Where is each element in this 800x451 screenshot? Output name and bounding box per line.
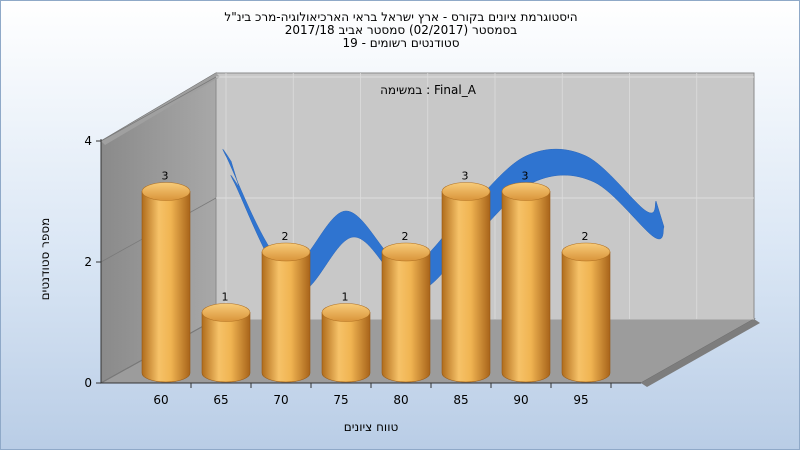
bar-value-label: 1	[222, 291, 229, 304]
bar-body	[201, 312, 251, 383]
bar-90: 3	[501, 170, 551, 383]
bar-top	[261, 242, 311, 262]
bar-value-label: 3	[522, 170, 529, 183]
bar-top	[501, 182, 551, 201]
bar-top	[441, 182, 491, 201]
x-tick-label: 65	[213, 393, 228, 407]
x-tick-label: 60	[153, 393, 168, 407]
bar-95: 2	[561, 230, 611, 383]
bar-top	[141, 182, 191, 201]
bar-80: 2	[381, 230, 431, 383]
bar-value-label: 3	[462, 170, 469, 183]
x-tick-label: 80	[393, 393, 408, 407]
y-tick-label: 4	[84, 134, 92, 148]
bar-body	[141, 191, 191, 383]
bar-top	[321, 303, 371, 322]
bar-70: 2	[261, 230, 311, 383]
chart-title-line-3: סטודנטים רשומים - 19	[342, 36, 460, 50]
y-axis-ticks: 0 2 4	[84, 134, 101, 390]
x-axis-label: טווח ציונים	[344, 420, 399, 434]
x-axis-ticks: 60 65 70 75 80 85 90 95	[153, 383, 612, 407]
x-tick-label: 85	[453, 393, 468, 407]
left-wall-gridline	[100, 76, 217, 142]
bar-body	[561, 251, 611, 383]
bar-top	[201, 303, 251, 322]
x-tick-label: 70	[273, 393, 288, 407]
y-tick-label: 0	[84, 376, 92, 390]
bar-65: 1	[201, 291, 251, 383]
bar-85: 3	[441, 170, 491, 383]
bar-value-label: 2	[582, 230, 589, 243]
x-tick-label: 90	[513, 393, 528, 407]
chart-annotation: במשימה : Final_A	[380, 83, 477, 97]
bar-body	[261, 251, 311, 383]
chart-title-line-1: היסטוגרמת ציונים בקורס - ארץ ישראל בראי …	[224, 10, 578, 24]
chart-title-line-2: בסמסטר (02/2017) סמסטר אביב 2017/18	[284, 23, 518, 37]
bar-value-label: 1	[342, 291, 349, 304]
bar-body	[381, 251, 431, 383]
bar-body	[321, 312, 371, 383]
bar-60: 3	[141, 170, 191, 383]
bar-value-label: 2	[282, 230, 289, 243]
chart-floor-edge	[641, 319, 760, 387]
bar-body	[441, 191, 491, 383]
bar-value-label: 3	[162, 170, 169, 183]
y-axis-label: מספר סטודנטים	[38, 218, 52, 301]
chart-bars: 3 1 2 1 2 3 3 2	[141, 170, 611, 383]
chart-titles: היסטוגרמת ציונים בקורס - ארץ ישראל בראי …	[1, 11, 800, 50]
y-tick-label: 2	[84, 255, 92, 269]
bar-value-label: 2	[402, 230, 409, 243]
bar-body	[501, 191, 551, 383]
bar-top	[561, 242, 611, 262]
x-tick-label: 75	[333, 393, 348, 407]
bar-75: 1	[321, 291, 371, 383]
x-tick-label: 95	[573, 393, 588, 407]
bar-top	[381, 242, 431, 262]
